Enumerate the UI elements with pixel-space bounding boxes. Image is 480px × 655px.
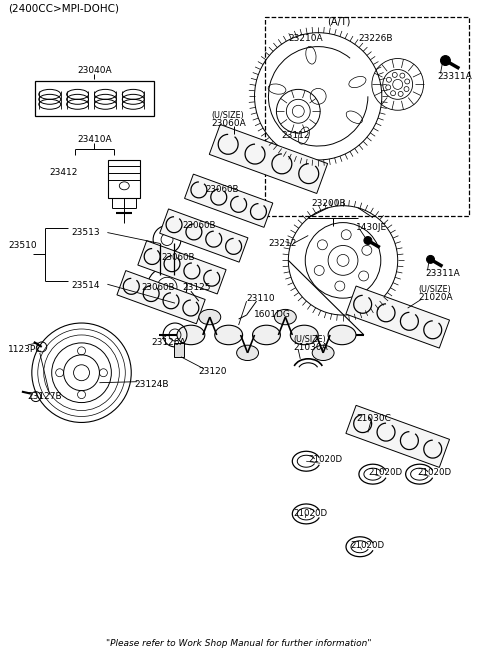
- Text: 23200B: 23200B: [311, 199, 346, 208]
- Text: 23060B: 23060B: [161, 253, 194, 262]
- Text: (U/SIZE): (U/SIZE): [212, 111, 244, 120]
- Text: 23060B: 23060B: [182, 221, 216, 230]
- Ellipse shape: [177, 326, 205, 345]
- Circle shape: [364, 236, 372, 244]
- Text: 21030C: 21030C: [356, 414, 391, 423]
- Text: 23311A: 23311A: [437, 72, 472, 81]
- Bar: [108, 160, 140, 198]
- Ellipse shape: [312, 345, 334, 360]
- Text: 23040A: 23040A: [77, 66, 112, 75]
- Text: 23226B: 23226B: [358, 34, 393, 43]
- Text: 23514: 23514: [72, 281, 100, 290]
- Text: 23126A: 23126A: [151, 339, 186, 347]
- Ellipse shape: [199, 309, 221, 325]
- Text: 23060B: 23060B: [141, 283, 175, 291]
- Text: 21020A: 21020A: [419, 293, 453, 302]
- Ellipse shape: [252, 326, 280, 345]
- Text: (A/T): (A/T): [327, 17, 350, 27]
- Text: 21020D: 21020D: [368, 468, 402, 477]
- Polygon shape: [346, 405, 450, 468]
- Polygon shape: [184, 174, 273, 227]
- Bar: [35, 81, 154, 116]
- Ellipse shape: [237, 345, 259, 360]
- Polygon shape: [209, 124, 328, 193]
- Text: 23125: 23125: [182, 283, 210, 291]
- Text: 23124B: 23124B: [134, 380, 169, 389]
- Text: 21020D: 21020D: [418, 468, 452, 477]
- Text: 23060A: 23060A: [212, 119, 247, 128]
- Polygon shape: [160, 209, 248, 262]
- Text: (U/SIZE): (U/SIZE): [293, 335, 326, 345]
- Circle shape: [441, 56, 450, 66]
- Bar: [265, 17, 469, 215]
- Text: 23513: 23513: [72, 228, 100, 237]
- Bar: [174, 343, 184, 357]
- Text: 23112: 23112: [281, 130, 310, 140]
- Text: (2400CC>MPI-DOHC): (2400CC>MPI-DOHC): [8, 4, 119, 14]
- Text: (U/SIZE): (U/SIZE): [419, 285, 451, 293]
- Polygon shape: [117, 271, 205, 324]
- Text: 21020D: 21020D: [350, 541, 384, 550]
- Text: 23127B: 23127B: [28, 392, 62, 401]
- Polygon shape: [138, 241, 226, 294]
- Text: 1601DG: 1601DG: [253, 310, 290, 318]
- Text: 23110: 23110: [247, 293, 275, 303]
- Text: 1430JE: 1430JE: [356, 223, 387, 232]
- Ellipse shape: [275, 309, 296, 325]
- Text: 23412: 23412: [50, 168, 78, 178]
- Text: 23212: 23212: [268, 239, 297, 248]
- Text: 21030A: 21030A: [293, 343, 328, 352]
- Text: 23510: 23510: [8, 241, 36, 250]
- Text: 23311A: 23311A: [426, 269, 460, 278]
- Polygon shape: [346, 286, 450, 348]
- Text: 1123PC: 1123PC: [8, 345, 42, 354]
- Text: 23120: 23120: [199, 367, 228, 376]
- Text: 21020D: 21020D: [293, 510, 327, 518]
- Ellipse shape: [328, 326, 356, 345]
- Text: "Please refer to Work Shop Manual for further information": "Please refer to Work Shop Manual for fu…: [106, 639, 372, 648]
- Circle shape: [427, 255, 434, 263]
- Text: 21020D: 21020D: [308, 455, 342, 464]
- Text: 23210A: 23210A: [288, 34, 323, 43]
- Text: 23410A: 23410A: [77, 134, 112, 143]
- Circle shape: [171, 299, 179, 307]
- Ellipse shape: [290, 326, 318, 345]
- Text: 23060B: 23060B: [206, 185, 240, 195]
- Ellipse shape: [215, 326, 242, 345]
